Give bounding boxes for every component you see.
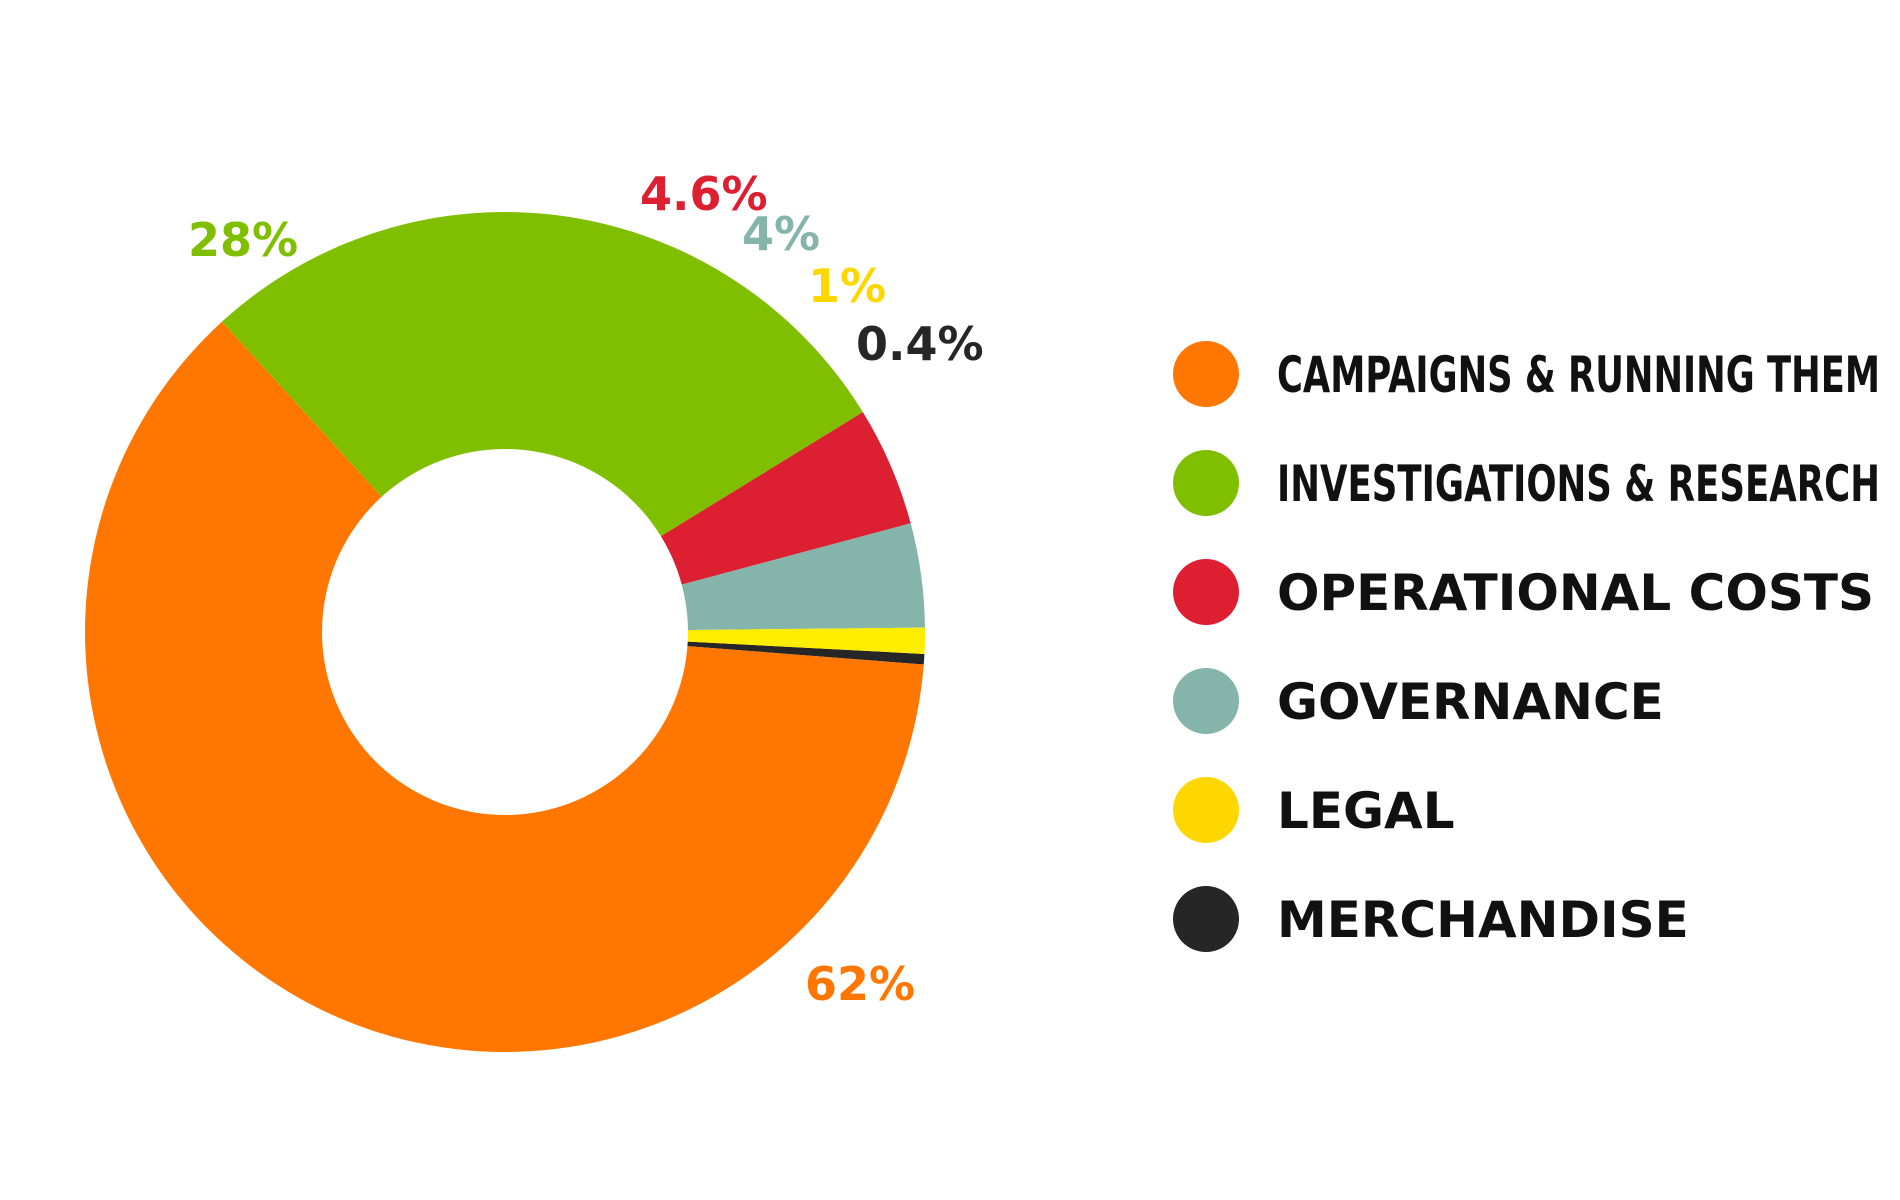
legend-label: MERCHANDISE	[1277, 891, 1689, 949]
legend-item-investigations-and-research: INVESTIGATIONS & RESEARCH	[1173, 450, 1880, 516]
legend-swatch	[1173, 777, 1239, 843]
legend-item-legal: LEGAL	[1173, 777, 1455, 843]
legend-swatch	[1173, 886, 1239, 952]
slice-label-governance: 4%	[742, 207, 820, 261]
donut-hole	[322, 449, 688, 815]
legend-label: OPERATIONAL COSTS	[1277, 564, 1874, 622]
legend-label: CAMPAIGNS & RUNNING THEM	[1277, 346, 1880, 404]
legend-item-operational-costs: OPERATIONAL COSTS	[1173, 559, 1874, 625]
slice-labels: 0.4% 62% 28% 4.6%4%1%	[188, 167, 984, 1011]
legend-item-campaigns-and-running-them: CAMPAIGNS & RUNNING THEM	[1173, 341, 1880, 407]
legend-label: GOVERNANCE	[1277, 673, 1664, 731]
legend-label: LEGAL	[1277, 782, 1455, 840]
legend: CAMPAIGNS & RUNNING THEM INVESTIGATIONS &…	[1173, 341, 1880, 952]
slice-label-operational-costs: 4.6%	[640, 167, 768, 221]
legend-item-governance: GOVERNANCE	[1173, 668, 1664, 734]
legend-swatch	[1173, 450, 1239, 516]
slice-label-legal: 1%	[808, 259, 886, 313]
legend-swatch	[1173, 341, 1239, 407]
slice-label-campaigns-and-running-them: 62%	[805, 957, 915, 1011]
slice-label-investigations-and-research: 28%	[188, 213, 298, 267]
legend-label: INVESTIGATIONS & RESEARCH	[1277, 455, 1880, 513]
legend-item-merchandise: MERCHANDISE	[1173, 886, 1689, 952]
slice-label-merchandise: 0.4%	[856, 317, 984, 371]
legend-swatch	[1173, 668, 1239, 734]
legend-swatch	[1173, 559, 1239, 625]
slice-investigations-and-research	[222, 211, 863, 632]
